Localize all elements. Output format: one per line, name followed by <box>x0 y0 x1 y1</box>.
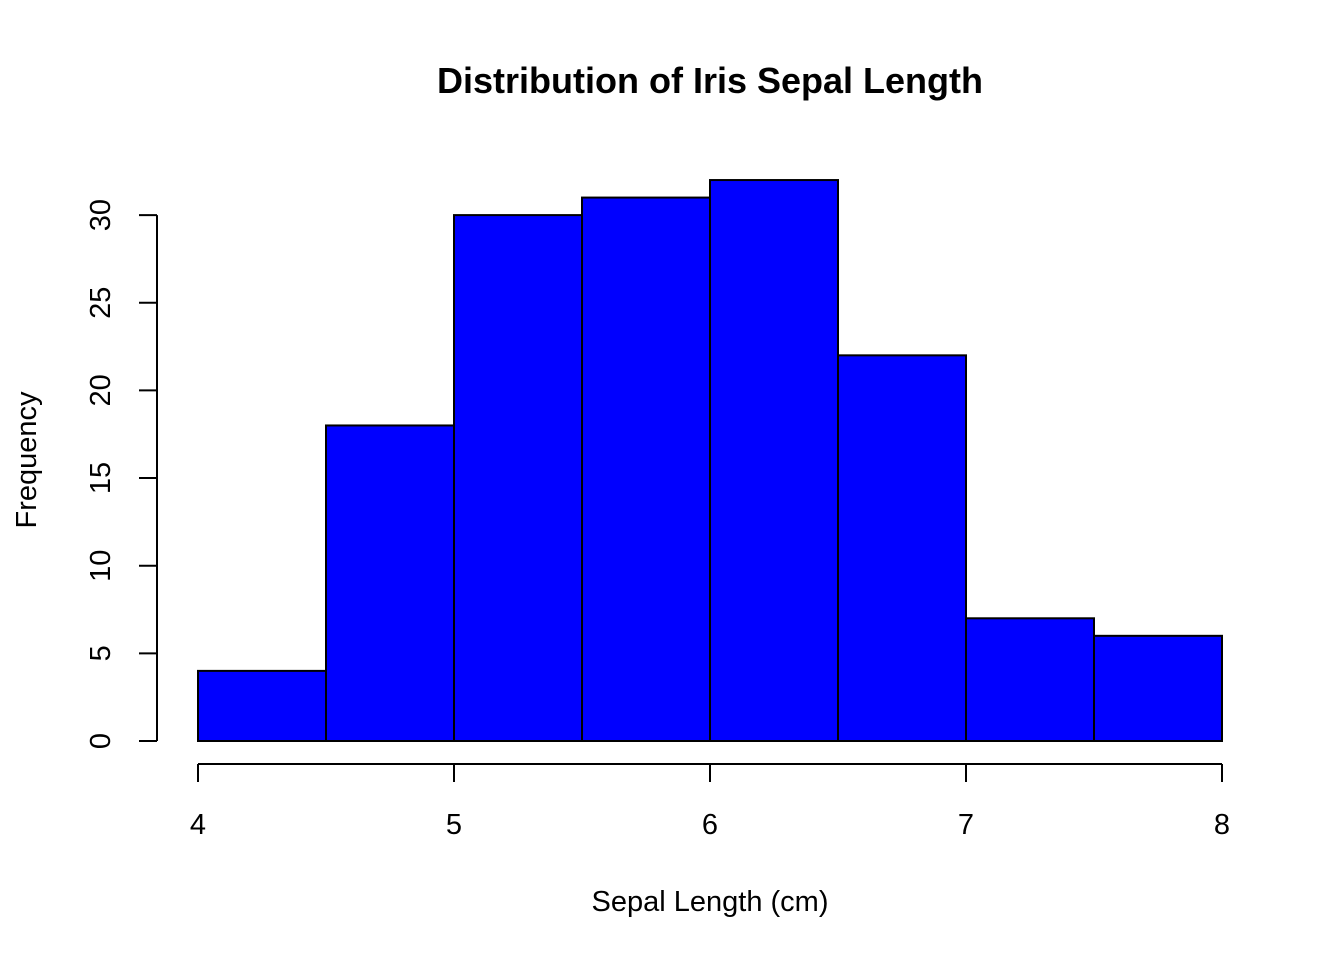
y-tick-label-20: 20 <box>85 374 117 406</box>
y-tick-label-5: 5 <box>85 645 117 661</box>
x-tick-label-5: 5 <box>446 809 462 841</box>
y-tick-label-30: 30 <box>85 199 117 231</box>
histogram-bar-5 <box>709 179 839 743</box>
x-tick-label-8: 8 <box>1214 809 1230 841</box>
y-tick-label-25: 25 <box>85 287 117 319</box>
histogram-bar-7 <box>965 617 1095 742</box>
y-tick-label-10: 10 <box>85 550 117 582</box>
y-axis: 0 5 10 15 20 25 30 <box>85 199 158 749</box>
histogram-bar-8 <box>1093 634 1223 743</box>
y-tick-label-15: 15 <box>85 462 117 494</box>
chart-title: Distribution of Iris Sepal Length <box>437 60 983 101</box>
histogram-bar-3 <box>453 214 583 743</box>
x-tick-label-6: 6 <box>702 809 718 841</box>
histogram-bar-6 <box>837 354 967 742</box>
x-tick-label-4: 4 <box>190 809 206 841</box>
histogram-bar-4 <box>581 196 711 742</box>
bars-group <box>197 179 1223 743</box>
y-axis-label: Frequency <box>11 391 43 529</box>
x-tick-label-7: 7 <box>958 809 974 841</box>
x-axis: 4 5 6 7 8 <box>190 763 1230 841</box>
histogram-bar-1 <box>197 669 327 743</box>
y-tick-label-0: 0 <box>85 733 117 749</box>
histogram-bar-2 <box>325 424 455 742</box>
x-axis-label: Sepal Length (cm) <box>592 886 829 918</box>
